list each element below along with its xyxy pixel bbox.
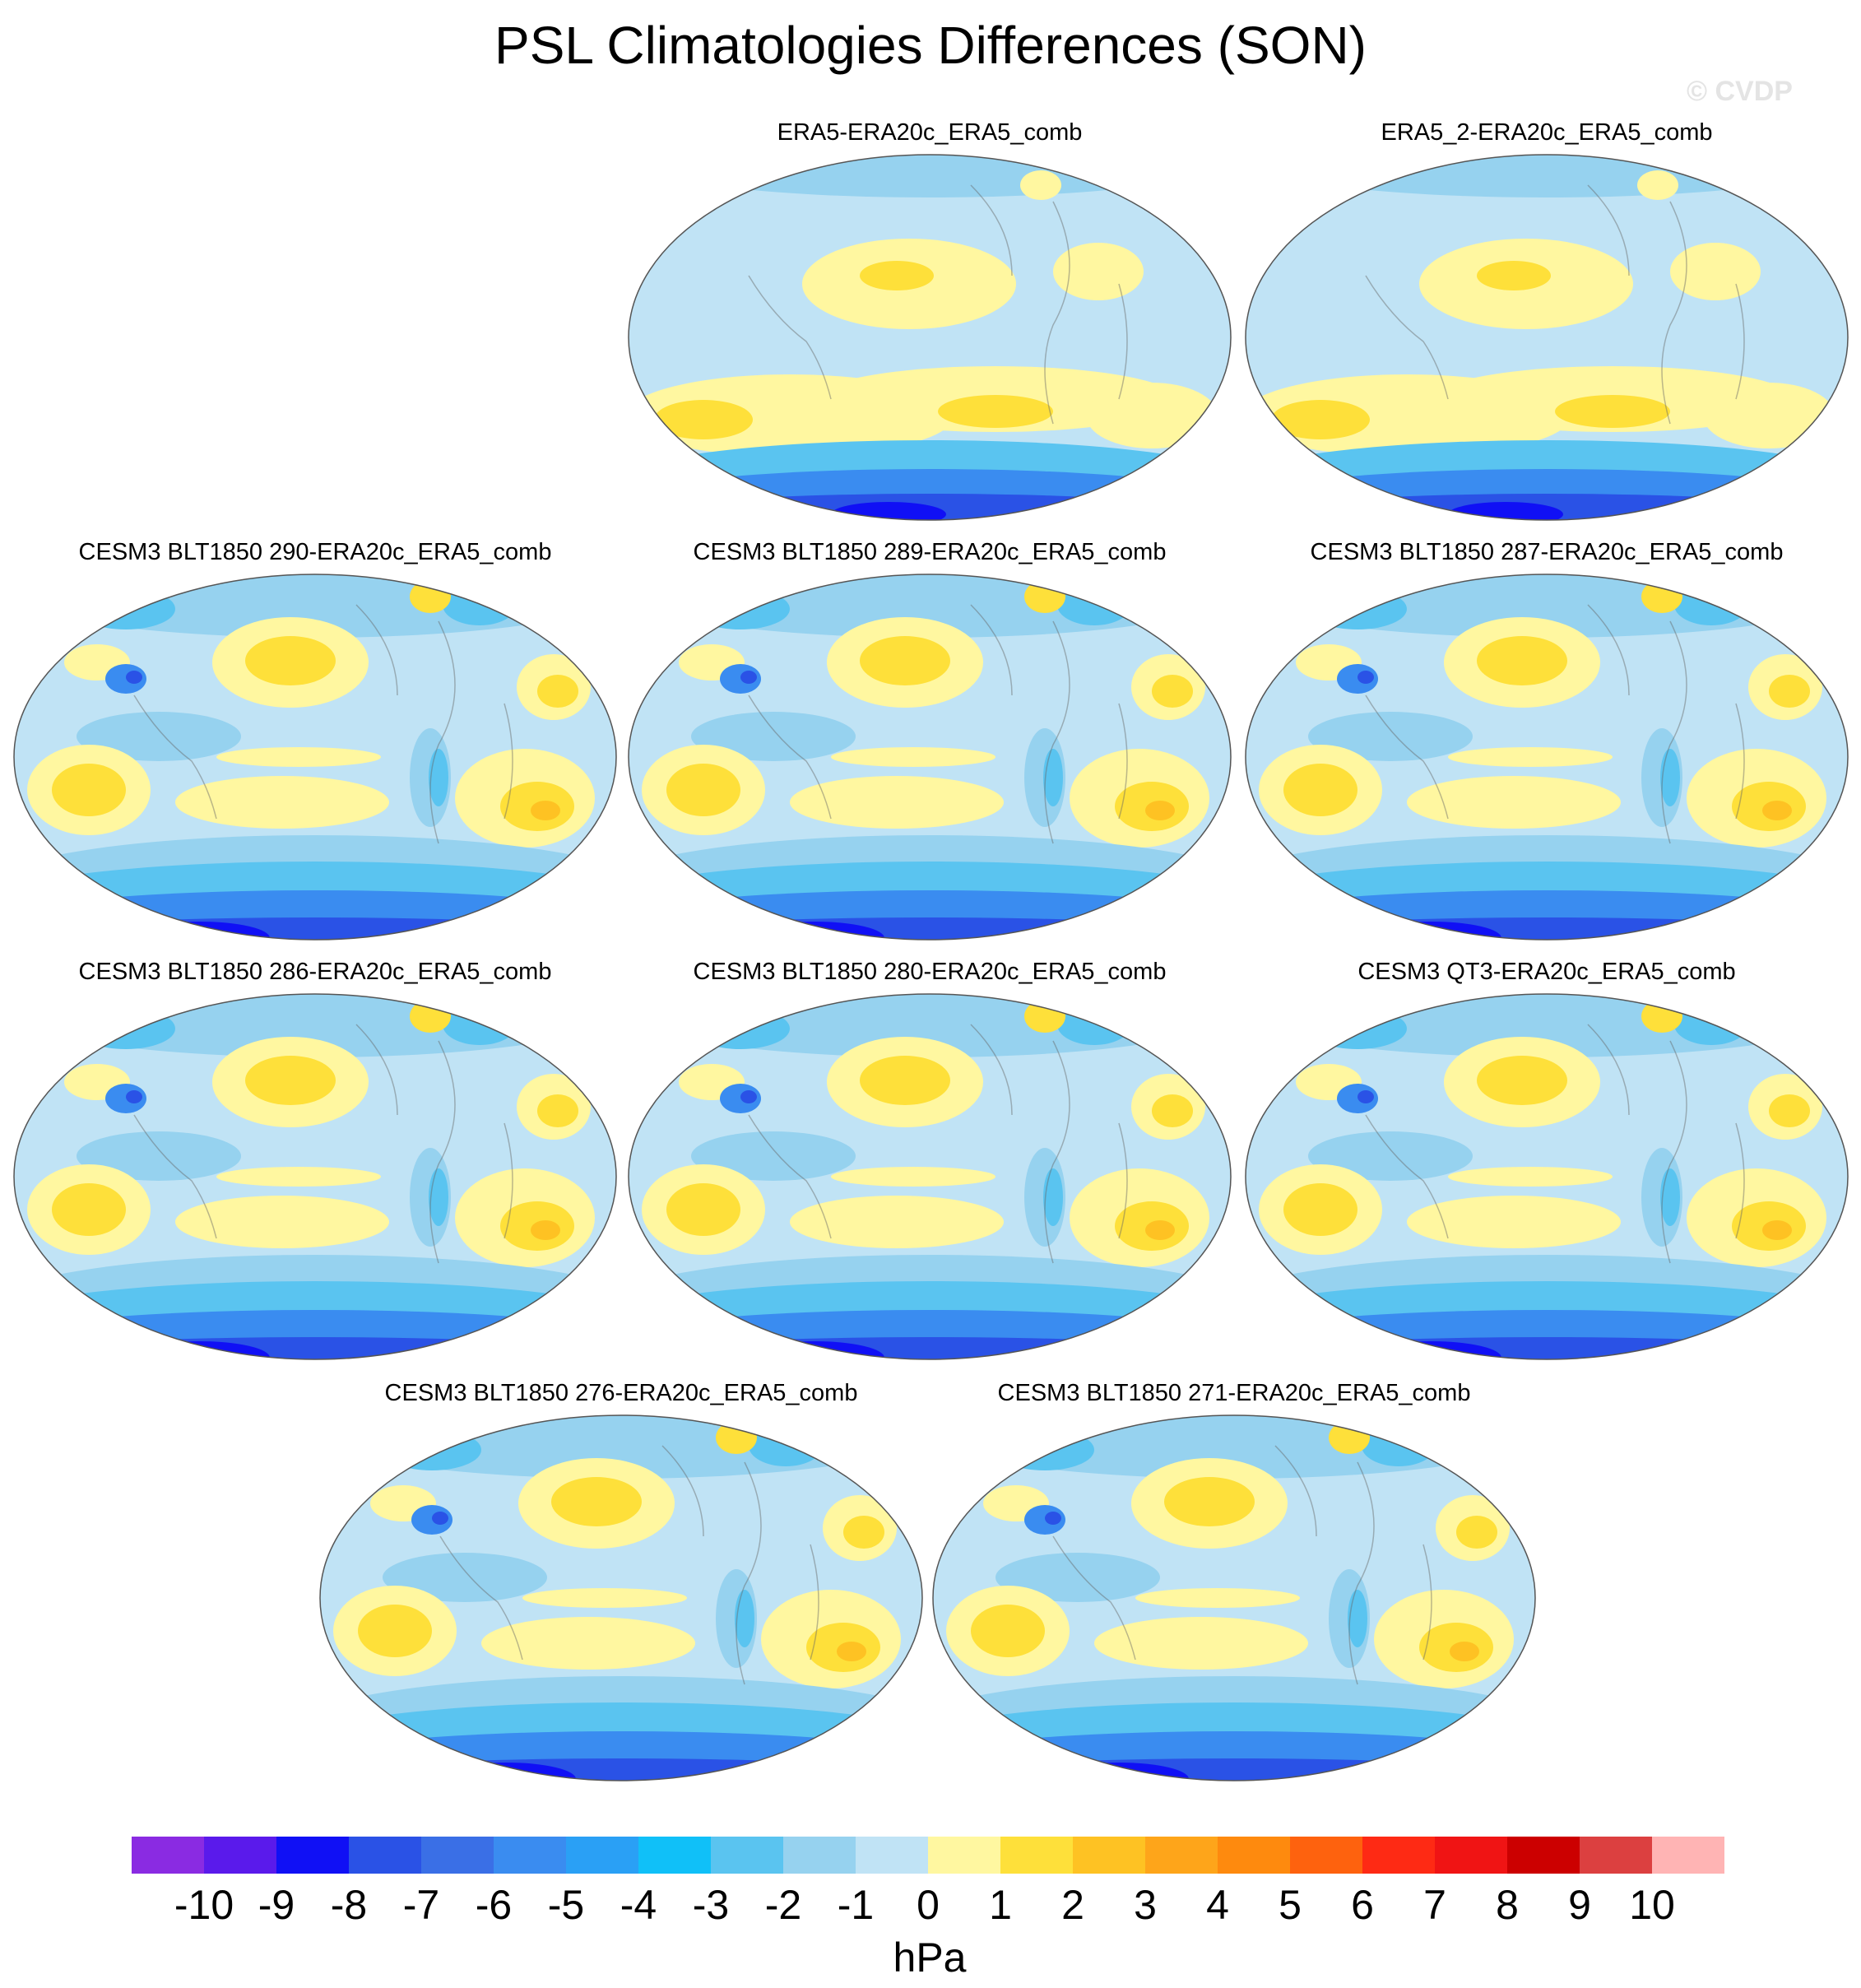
map-panel: ERA5-ERA20c_ERA5_comb — [625, 119, 1234, 543]
map-panel: ERA5_2-ERA20c_ERA5_comb — [1242, 119, 1851, 543]
colorbar-tick-label: 0 — [917, 1882, 940, 1928]
map-panel-title: CESM3 QT3-ERA20c_ERA5_comb — [1357, 959, 1736, 985]
colorbar-tick-label: -10 — [174, 1882, 234, 1928]
map-panel: CESM3 BLT1850 286-ERA20c_ERA5_comb — [11, 959, 620, 1382]
colorbar-tick-label: 8 — [1496, 1882, 1519, 1928]
map-plot — [1245, 993, 1849, 1360]
map-panel: CESM3 BLT1850 280-ERA20c_ERA5_comb — [625, 959, 1234, 1382]
colorbar-tick-label: -7 — [403, 1882, 439, 1928]
map-panel: CESM3 BLT1850 289-ERA20c_ERA5_comb — [625, 539, 1234, 963]
map-panel-title: CESM3 BLT1850 287-ERA20c_ERA5_comb — [1310, 539, 1784, 565]
map-panel: CESM3 BLT1850 271-ERA20c_ERA5_comb — [930, 1380, 1538, 1804]
colorbar-tick-label: -9 — [258, 1882, 295, 1928]
map-panel-title: CESM3 BLT1850 289-ERA20c_ERA5_comb — [693, 539, 1167, 565]
colorbar-box — [856, 1837, 928, 1874]
map-plot — [1245, 574, 1849, 941]
colorbar-tick-label: 1 — [989, 1882, 1012, 1928]
map-panel-title: CESM3 BLT1850 276-ERA20c_ERA5_comb — [384, 1380, 858, 1406]
colorbar-box — [1362, 1837, 1435, 1874]
map-panel: CESM3 QT3-ERA20c_ERA5_comb — [1242, 959, 1851, 1382]
colorbar-tick-label: -5 — [548, 1882, 584, 1928]
colorbar-tick-label: 3 — [1134, 1882, 1157, 1928]
colorbar-unit: hPa — [893, 1935, 967, 1981]
colorbar-tick-label: 7 — [1423, 1882, 1446, 1928]
map-panel-title: ERA5-ERA20c_ERA5_comb — [777, 119, 1083, 146]
page-title: PSL Climatologies Differences (SON) — [494, 16, 1367, 75]
colorbar-box — [1000, 1837, 1073, 1874]
map-plot — [628, 993, 1232, 1360]
colorbar-box — [1580, 1837, 1652, 1874]
map-panel: CESM3 BLT1850 287-ERA20c_ERA5_comb — [1242, 539, 1851, 963]
map-plot — [13, 993, 617, 1360]
map-plot — [13, 574, 617, 941]
map-plot — [319, 1414, 923, 1781]
colorbar-tick-label: -6 — [476, 1882, 512, 1928]
colorbar-box — [1290, 1837, 1362, 1874]
colorbar-box — [1218, 1837, 1290, 1874]
colorbar-tick-label: -2 — [765, 1882, 801, 1928]
colorbar-tick-label: 4 — [1206, 1882, 1229, 1928]
map-panel: CESM3 BLT1850 276-ERA20c_ERA5_comb — [317, 1380, 926, 1804]
map-panel: CESM3 BLT1850 290-ERA20c_ERA5_comb — [11, 539, 620, 963]
colorbar-box — [1435, 1837, 1507, 1874]
map-panel-title: CESM3 BLT1850 271-ERA20c_ERA5_comb — [997, 1380, 1471, 1406]
colorbar: -10 -9 -8 -7 -6 -5 -4 -3 -2 -1 0 1 2 3 4 5 6 7 8 9 10 — [132, 1837, 1724, 1928]
colorbar-box — [566, 1837, 638, 1874]
colorbar-box — [1652, 1837, 1724, 1874]
colorbar-box — [494, 1837, 566, 1874]
map-panel-title: CESM3 BLT1850 280-ERA20c_ERA5_comb — [693, 959, 1167, 985]
map-plot — [628, 154, 1232, 521]
map-panel-title: CESM3 BLT1850 286-ERA20c_ERA5_comb — [78, 959, 552, 985]
colorbar-box — [1145, 1837, 1218, 1874]
colorbar-tick-label: 10 — [1629, 1882, 1675, 1928]
colorbar-tick-label: -4 — [620, 1882, 657, 1928]
colorbar-box — [132, 1837, 204, 1874]
colorbar-tick-label: 6 — [1351, 1882, 1374, 1928]
colorbar-tick-label: -1 — [838, 1882, 874, 1928]
colorbar-box — [638, 1837, 711, 1874]
map-plot — [628, 574, 1232, 941]
colorbar-box — [711, 1837, 783, 1874]
watermark: © CVDP — [1687, 76, 1793, 107]
colorbar-box — [1073, 1837, 1145, 1874]
colorbar-tick-label: 2 — [1061, 1882, 1084, 1928]
map-plot — [1245, 154, 1849, 521]
colorbar-box — [928, 1837, 1000, 1874]
map-panel-title: ERA5_2-ERA20c_ERA5_comb — [1381, 119, 1713, 146]
colorbar-box — [1507, 1837, 1580, 1874]
map-plot — [932, 1414, 1536, 1781]
colorbar-box — [783, 1837, 856, 1874]
colorbar-tick-label: 9 — [1568, 1882, 1591, 1928]
colorbar-tick-label: 5 — [1279, 1882, 1302, 1928]
colorbar-tick-label: -3 — [693, 1882, 729, 1928]
colorbar-box — [276, 1837, 349, 1874]
colorbar-box — [204, 1837, 276, 1874]
colorbar-box — [421, 1837, 494, 1874]
colorbar-box — [349, 1837, 421, 1874]
colorbar-tick-label: -8 — [331, 1882, 367, 1928]
map-panel-title: CESM3 BLT1850 290-ERA20c_ERA5_comb — [78, 539, 552, 565]
